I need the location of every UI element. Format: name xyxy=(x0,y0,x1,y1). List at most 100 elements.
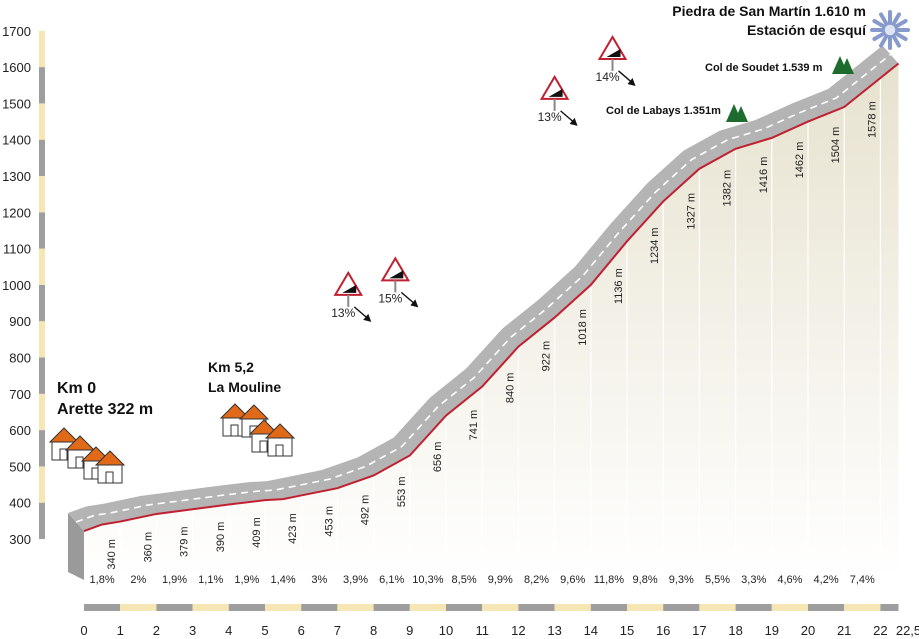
arrow-head-icon xyxy=(363,313,372,322)
elevation-label: 340 m xyxy=(106,539,118,570)
elevation-label: 423 m xyxy=(287,513,299,544)
door xyxy=(105,471,114,484)
x-axis-segment xyxy=(301,604,338,611)
y-tick-label: 800 xyxy=(9,351,31,366)
slope-wedge-icon xyxy=(548,88,563,97)
road-centerline xyxy=(75,53,892,523)
gradient-label: 3% xyxy=(311,574,327,586)
village-arette-icon xyxy=(48,427,126,484)
summit-sub-label: Estación de esquí xyxy=(747,22,867,38)
x-tick-label: 7 xyxy=(334,623,341,638)
y-tick-label: 1700 xyxy=(2,24,31,39)
x-tick-label: 14 xyxy=(584,623,598,638)
x-axis-segment xyxy=(554,604,591,611)
profile-fill xyxy=(84,63,899,581)
y-tick-label: 1200 xyxy=(2,205,31,220)
house-icon xyxy=(264,423,296,457)
x-axis-segment xyxy=(808,604,845,611)
y-tick-label: 700 xyxy=(9,387,31,402)
elevation-label: 379 m xyxy=(179,526,191,557)
x-tick-label: 12 xyxy=(511,623,525,638)
elevation-label: 1578 m xyxy=(866,101,878,138)
elevation-label: 1504 m xyxy=(830,127,842,164)
gradient-label: 1,4% xyxy=(271,574,296,586)
y-axis-bar xyxy=(39,30,45,539)
road-edge-line xyxy=(83,62,900,532)
y-axis-segment xyxy=(39,103,45,140)
x-axis-segment xyxy=(373,604,410,611)
profile-side xyxy=(68,513,84,580)
x-tick-label: 8 xyxy=(370,623,377,638)
elevation-label: 1136 m xyxy=(613,268,625,304)
elevation-label: 840 m xyxy=(504,373,516,404)
y-axis-segment xyxy=(39,502,45,539)
door xyxy=(275,444,284,457)
elevation-label: 409 m xyxy=(251,517,263,548)
x-axis-segment xyxy=(518,604,555,611)
gradient-label: 1,9% xyxy=(234,574,259,586)
y-axis-segment xyxy=(39,430,45,467)
slope-wedge-icon xyxy=(342,284,357,293)
y-tick-label: 1300 xyxy=(2,169,31,184)
gradient-label: 9,6% xyxy=(560,574,585,586)
snowflake-icon xyxy=(870,10,910,50)
x-axis-segment xyxy=(156,604,193,611)
x-tick-label: 17 xyxy=(692,623,706,638)
steep-percent-label: 13% xyxy=(538,110,562,124)
elevation-label: 492 m xyxy=(360,495,372,526)
x-axis-segment xyxy=(228,604,265,611)
elevation-label: 453 m xyxy=(323,506,335,537)
y-axis-segment xyxy=(39,357,45,394)
x-axis-segment xyxy=(265,604,302,611)
x-tick-label: 1 xyxy=(117,623,124,638)
x-axis-segment xyxy=(880,604,899,611)
road-band xyxy=(68,45,900,532)
elevation-label: 1234 m xyxy=(649,227,661,264)
y-axis-segment xyxy=(39,139,45,176)
village-la-mouline-icon xyxy=(219,403,296,457)
x-tick-label: 5 xyxy=(261,623,268,638)
x-tick-label: 2 xyxy=(153,623,160,638)
km-gridlines xyxy=(119,77,882,580)
elevation-labels: 340 m 360 m 379 m 390 m 409 m 423 m 453 m 492 m… xyxy=(106,101,878,569)
x-axis-segment xyxy=(84,604,121,611)
elevation-label: 1327 m xyxy=(685,193,697,230)
y-axis-segment xyxy=(39,67,45,104)
x-axis-segment xyxy=(735,604,772,611)
steep-warning-sign: 15% xyxy=(378,256,419,308)
col-labays-tree-icon xyxy=(726,104,748,122)
x-axis-segment xyxy=(482,604,519,611)
x-tick-label: 22,5 xyxy=(896,623,919,638)
y-axis-segment xyxy=(39,212,45,249)
gradient-label: 3,3% xyxy=(741,574,766,586)
door xyxy=(259,440,268,453)
y-tick-label: 900 xyxy=(9,314,31,329)
gradient-label: 8,5% xyxy=(452,574,477,586)
steep-percent-label: 13% xyxy=(331,306,355,320)
x-axis-segment xyxy=(120,604,157,611)
elevation-label: 922 m xyxy=(541,341,553,372)
x-axis-segment xyxy=(627,604,664,611)
y-tick-label: 600 xyxy=(9,423,31,438)
y-axis-ticks: 300 400 500 600 700 800 900 1000 1100 1200 1300 140… xyxy=(2,24,31,547)
gradient-label: 9,8% xyxy=(633,574,658,586)
gradient-label: 5,5% xyxy=(705,574,730,586)
x-axis-segment xyxy=(663,604,700,611)
elevation-label: 553 m xyxy=(396,477,408,508)
steep-warning-sign: 13% xyxy=(331,270,372,322)
y-axis-segment xyxy=(39,248,45,285)
gradient-label: 9,3% xyxy=(669,574,694,586)
gradient-label: 2% xyxy=(130,574,146,586)
x-axis-segment xyxy=(699,604,736,611)
y-tick-label: 500 xyxy=(9,459,31,474)
y-axis-segment xyxy=(39,176,45,213)
y-axis-segment xyxy=(39,393,45,431)
x-axis-segment xyxy=(409,604,446,611)
y-axis-segment xyxy=(39,284,45,322)
x-axis-segment xyxy=(192,604,229,611)
roof xyxy=(48,427,80,443)
x-tick-label: 0 xyxy=(80,623,87,638)
x-tick-label: 11 xyxy=(475,623,489,638)
gradient-label: 1,9% xyxy=(162,574,187,586)
